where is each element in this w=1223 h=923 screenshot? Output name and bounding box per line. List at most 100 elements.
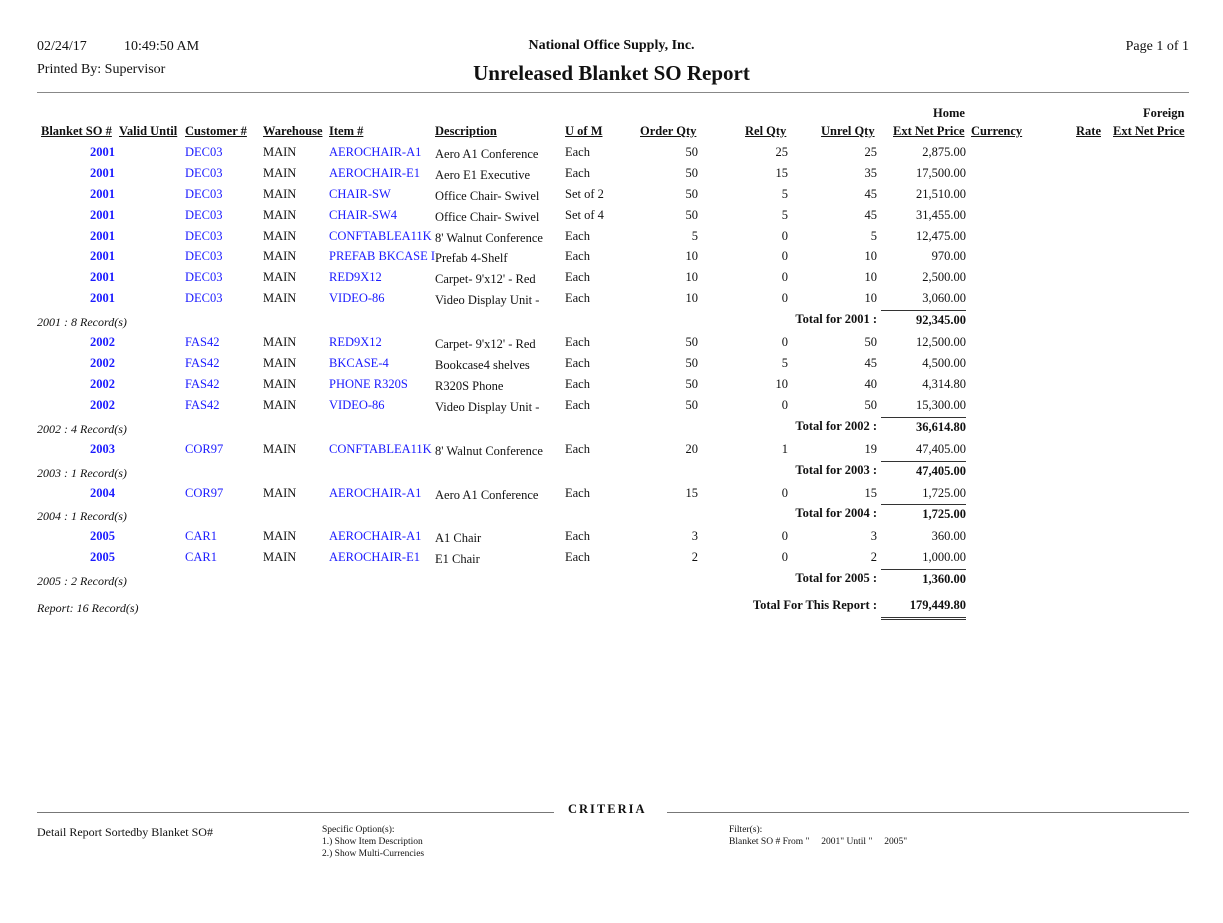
order-qty-cell: 15: [685, 485, 699, 500]
blanket-so-cell[interactable]: 2002: [90, 356, 115, 371]
blanket-so-cell[interactable]: 2001: [90, 270, 115, 285]
group-record-count: 2005 : 2 Record(s): [37, 574, 127, 589]
uofm-cell: Set of 2: [565, 186, 604, 201]
blanket-so-cell[interactable]: 2002: [90, 335, 115, 350]
unrel-qty-cell: 40: [864, 376, 878, 391]
blanket-so-cell[interactable]: 2005: [90, 529, 115, 544]
blanket-so-cell[interactable]: 2001: [90, 145, 115, 159]
item-cell[interactable]: AEROCHAIR-E1: [329, 165, 420, 180]
group-record-count: 2001 : 8 Record(s): [37, 315, 127, 330]
customer-cell[interactable]: DEC03: [185, 207, 223, 222]
group-total-value: 1,725.00: [881, 504, 966, 522]
warehouse-cell: MAIN: [263, 270, 297, 285]
item-cell[interactable]: VIDEO-86: [329, 291, 385, 306]
blanket-so-cell[interactable]: 2001: [90, 249, 115, 264]
item-cell[interactable]: PHONE R320S: [329, 376, 408, 391]
blanket-so-cell[interactable]: 2001: [90, 291, 115, 306]
item-cell[interactable]: PREFAB BKCASE I: [329, 249, 436, 264]
group-total-value: 92,345.00: [881, 310, 966, 328]
item-cell[interactable]: VIDEO-86: [329, 397, 385, 412]
customer-cell[interactable]: FAS42: [185, 335, 220, 350]
print-date: 02/24/17: [37, 39, 87, 54]
rel-qty-cell: 0: [781, 270, 788, 285]
blanket-so-cell[interactable]: 2002: [90, 376, 115, 391]
uofm-cell: Each: [565, 249, 590, 264]
blanket-so-cell[interactable]: 2005: [90, 550, 115, 565]
table-row: 2001 DEC03 MAIN AEROCHAIR-E1 Aero E1 Executi…: [0, 166, 1223, 187]
col-home-ext-net-price: Ext Net Price: [893, 124, 965, 138]
item-cell[interactable]: CONFTABLEA11K: [329, 441, 432, 456]
item-cell[interactable]: BKCASE-4: [329, 356, 389, 371]
warehouse-cell: MAIN: [263, 186, 297, 201]
item-cell[interactable]: RED9X12: [329, 335, 382, 350]
customer-cell[interactable]: DEC03: [185, 291, 223, 306]
item-cell[interactable]: AEROCHAIR-A1: [329, 485, 422, 500]
customer-cell[interactable]: DEC03: [185, 228, 223, 243]
header-divider: [37, 92, 1189, 93]
description-cell: A1 Chair: [435, 531, 482, 546]
customer-cell[interactable]: FAS42: [185, 376, 220, 391]
uofm-cell: Each: [565, 356, 590, 371]
warehouse-cell: MAIN: [263, 335, 297, 350]
rel-qty-cell: 0: [781, 228, 788, 243]
uofm-cell: Each: [565, 485, 590, 500]
customer-cell[interactable]: FAS42: [185, 397, 220, 412]
rel-qty-cell: 10: [775, 376, 789, 391]
group-total-label: Total for 2004 :: [795, 506, 877, 521]
customer-cell[interactable]: CAR1: [185, 529, 217, 544]
unrel-qty-cell: 2: [870, 550, 877, 565]
blanket-so-cell[interactable]: 2002: [90, 397, 115, 412]
rel-qty-cell: 0: [781, 397, 788, 412]
unrel-qty-cell: 3: [870, 529, 877, 544]
item-cell[interactable]: CHAIR-SW: [329, 186, 391, 201]
customer-cell[interactable]: CAR1: [185, 550, 217, 565]
order-qty-cell: 50: [685, 356, 699, 371]
unrel-qty-cell: 5: [870, 228, 877, 243]
unrel-qty-cell: 15: [864, 485, 878, 500]
customer-cell[interactable]: DEC03: [185, 249, 223, 264]
order-qty-cell: 10: [685, 270, 699, 285]
item-cell[interactable]: AEROCHAIR-E1: [329, 550, 420, 565]
item-cell[interactable]: AEROCHAIR-A1: [329, 145, 422, 159]
criteria-rule-right: [667, 812, 1189, 813]
item-cell[interactable]: RED9X12: [329, 270, 382, 285]
criteria-option: 1.) Show Item Description: [322, 837, 423, 847]
customer-cell[interactable]: DEC03: [185, 165, 223, 180]
blanket-so-cell[interactable]: 2001: [90, 228, 115, 243]
customer-cell[interactable]: COR97: [185, 485, 224, 500]
item-cell[interactable]: AEROCHAIR-A1: [329, 529, 422, 544]
description-cell: R320S Phone: [435, 378, 504, 393]
customer-cell[interactable]: COR97: [185, 441, 224, 456]
table-row: 2001 DEC03 MAIN VIDEO-86 Video Display Unit …: [0, 291, 1223, 312]
item-cell[interactable]: CHAIR-SW4: [329, 207, 398, 222]
warehouse-cell: MAIN: [263, 249, 297, 264]
home-ext-net-price-cell: 970.00: [931, 249, 966, 264]
uofm-cell: Each: [565, 165, 590, 180]
group-record-count: 2003 : 1 Record(s): [37, 465, 127, 480]
table-row: 2001 DEC03 MAIN CHAIR-SW4 Office Chair- Swiv…: [0, 208, 1223, 229]
print-time: 10:49:50 AM: [124, 39, 200, 54]
rel-qty-cell: 0: [781, 550, 788, 565]
item-cell[interactable]: CONFTABLEA11K: [329, 228, 432, 243]
order-qty-cell: 5: [691, 228, 698, 243]
blanket-so-cell[interactable]: 2001: [90, 186, 115, 201]
blanket-so-cell[interactable]: 2004: [90, 485, 115, 500]
customer-cell[interactable]: DEC03: [185, 145, 223, 159]
customer-cell[interactable]: DEC03: [185, 270, 223, 285]
home-ext-net-price-cell: 4,500.00: [922, 356, 966, 371]
unrel-qty-cell: 45: [864, 186, 878, 201]
rel-qty-cell: 0: [781, 529, 788, 544]
home-ext-net-price-cell: 4,314.80: [922, 376, 966, 391]
unrel-qty-cell: 35: [864, 165, 878, 180]
customer-cell[interactable]: FAS42: [185, 356, 220, 371]
col-foreign-label: Foreign: [1143, 106, 1185, 120]
blanket-so-cell[interactable]: 2001: [90, 165, 115, 180]
group-total-value: 1,360.00: [881, 569, 966, 587]
group-total-value: 47,405.00: [881, 460, 966, 479]
printed-by: Printed By: Supervisor: [37, 62, 166, 77]
customer-cell[interactable]: DEC03: [185, 186, 223, 201]
blanket-so-cell[interactable]: 2003: [90, 441, 115, 456]
home-ext-net-price-cell: 31,455.00: [916, 207, 966, 222]
blanket-so-cell[interactable]: 2001: [90, 207, 115, 222]
company-name: National Office Supply, Inc.: [528, 38, 695, 53]
